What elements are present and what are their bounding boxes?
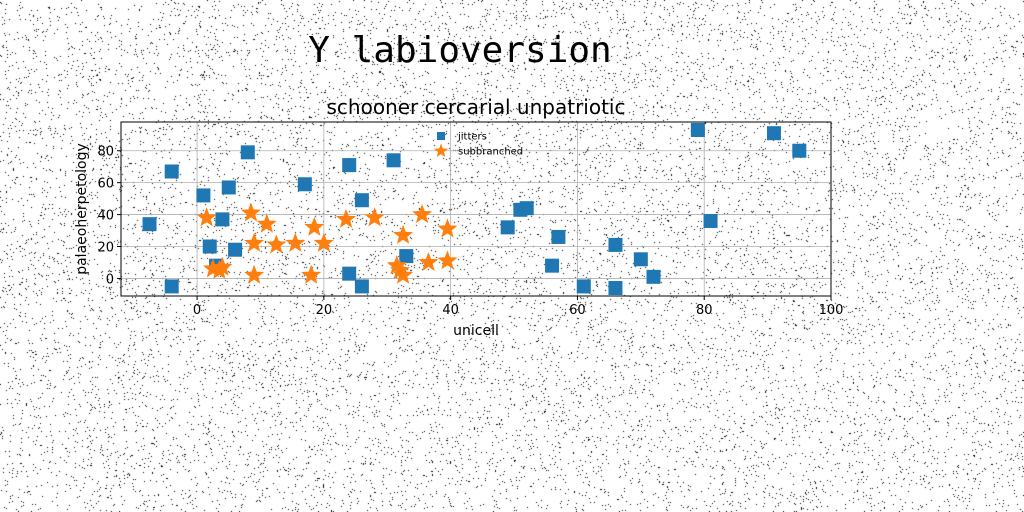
jitters-point [221, 180, 236, 195]
x-tick-label: 20 [316, 303, 333, 318]
jitters-point [500, 220, 515, 235]
x-tick-label: 60 [569, 303, 586, 318]
y-tick-label: 80 [97, 145, 114, 160]
jitters-point [164, 164, 179, 179]
legend: jitters subbranched [433, 132, 523, 158]
jitters-point [164, 279, 179, 294]
jitters-point [142, 217, 157, 232]
jitters-point [342, 266, 357, 281]
y-tick-label: 40 [97, 209, 114, 224]
jitters-point [766, 126, 781, 141]
subbranched-point [256, 213, 277, 233]
subbranched-point [212, 256, 233, 276]
subbranched-point [386, 255, 407, 275]
subbranched-point [313, 232, 334, 252]
jitters-point [646, 269, 661, 284]
jitters-point [703, 213, 718, 228]
subbranched-point [240, 202, 261, 222]
subbranched-point [393, 224, 414, 244]
y-tick-label: 20 [97, 241, 114, 256]
jitters-point [690, 122, 705, 137]
jitters-point [608, 237, 623, 252]
jitters-point [228, 242, 243, 257]
figure-suptitle: Y labioversion [308, 30, 612, 71]
subbranched-point [301, 264, 322, 284]
legend-marker-jitters [437, 132, 445, 140]
jitters-point [519, 201, 534, 216]
jitters-point [215, 212, 230, 227]
jitters-point [354, 193, 369, 208]
x-tick-label: 0 [193, 303, 201, 318]
legend-label-subbranched: subbranched [458, 147, 523, 158]
jitters-point [202, 239, 217, 254]
subbranched-point [244, 232, 265, 252]
subbranched-point [266, 234, 287, 254]
subbranched-point [418, 251, 439, 271]
jitters-point [608, 281, 623, 296]
legend-marker-subbranched [433, 143, 449, 158]
jitters-point [297, 177, 312, 192]
subbranched-point [304, 216, 325, 236]
jitters-point [576, 279, 591, 294]
y-axis-label: palaeoherpetology [74, 143, 90, 275]
x-axis-label: unicell [453, 323, 499, 339]
jitters-point [545, 258, 560, 273]
subbranched-point [437, 250, 458, 270]
jitters-point [386, 153, 401, 168]
subbranched-point [244, 264, 265, 284]
x-tick-label: 40 [442, 303, 459, 318]
subbranched-point [364, 207, 385, 227]
subbranched-point [389, 259, 410, 279]
jitters-point [399, 249, 414, 264]
x-tick-label: 100 [819, 303, 844, 318]
subbranched-point [196, 207, 217, 227]
y-tick-label: 60 [97, 177, 114, 192]
jitters-point [792, 143, 807, 158]
subbranched-point [412, 204, 433, 224]
data-marks [142, 122, 807, 296]
jitters-point [240, 145, 255, 160]
subbranched-point [437, 218, 458, 238]
jitters-point [633, 252, 648, 267]
subbranched-point [393, 264, 414, 284]
jitters-point [342, 158, 357, 173]
chart-title: schooner cercarial unpatriotic [327, 95, 626, 119]
legend-label-jitters: jitters [457, 132, 487, 143]
jitters-point [551, 229, 566, 244]
subbranched-point [285, 232, 306, 252]
jitters-point [196, 188, 211, 203]
x-tick-label: 80 [696, 303, 713, 318]
subbranched-point [336, 208, 357, 228]
y-tick-label: 0 [106, 272, 114, 287]
axis-ticks: 0 20 40 60 80 100 0 20 40 60 80 [97, 145, 843, 318]
jitters-point [354, 279, 369, 294]
plot-frame [120, 121, 832, 297]
